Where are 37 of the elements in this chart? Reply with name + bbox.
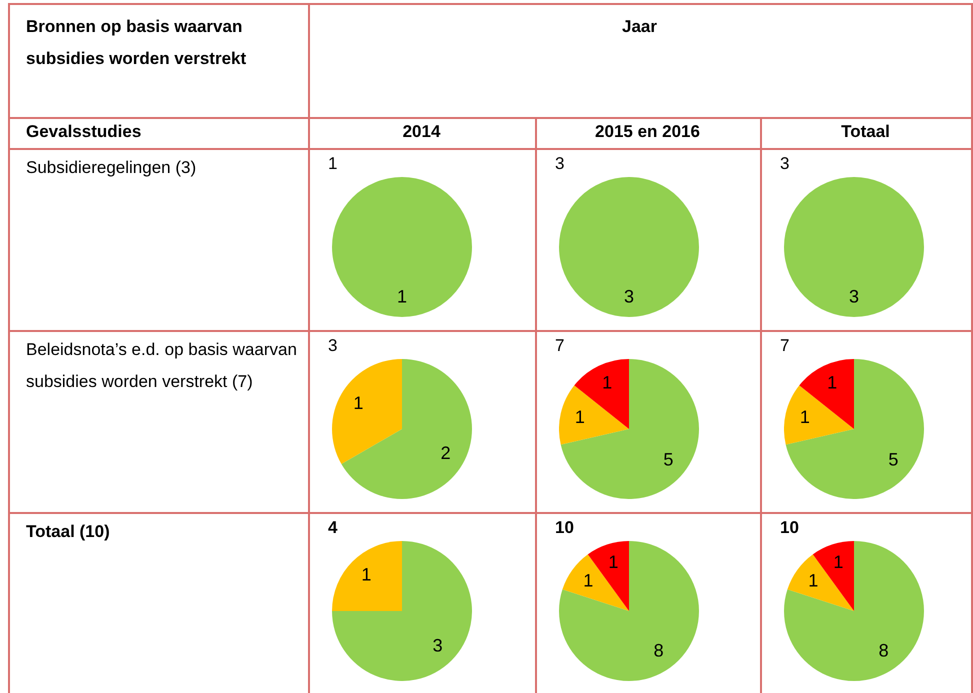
text: Totaal (10) [26,521,111,543]
chart-title: 4 [328,518,338,538]
data-label: 1 [602,372,612,393]
data-label: 1 [833,552,844,572]
data-label: 1 [827,372,838,393]
text: 2015 en 2016 [594,121,701,143]
data-label: 8 [654,640,664,661]
text: Totaal [840,121,891,143]
text: Gevalsstudies [26,121,142,143]
text: Bronnen op basis waarvan subsidies worden verstrekt [26,16,248,70]
data-label: 3 [432,636,443,656]
data-label: 1 [574,406,585,427]
data-label: 1 [808,570,818,590]
chart-title: 10 [780,518,799,538]
text: Beleidsnota’s e.d. op basis waarvan subsidies worden verstrekt (7) [26,339,298,393]
text: 3 [624,286,634,306]
data-label: 1 [361,564,372,584]
data-label: 5 [888,449,898,470]
chart-title: 1 [353,392,364,413]
data-label: 1 [583,570,594,590]
data-label: 5 [663,449,674,470]
data-label: 1 [396,286,408,306]
text: 3 [328,336,338,356]
chart-title: 7 [780,336,790,356]
data-label: 8 [878,640,889,661]
chart-title: 7 [555,336,564,356]
data-label: 1 [328,154,338,174]
data-label: 3 [555,154,564,174]
text: Jaar [621,16,658,38]
text: 2014 [402,121,442,143]
data-label: 2 [440,443,451,464]
data-label: 1 [800,406,810,427]
data-label: 1 [608,552,618,572]
text: 3 [848,286,860,306]
chart-title: 10 [555,518,574,538]
data-label: 3 [780,154,790,174]
text: Subsidieregelingen (3) [26,157,198,179]
